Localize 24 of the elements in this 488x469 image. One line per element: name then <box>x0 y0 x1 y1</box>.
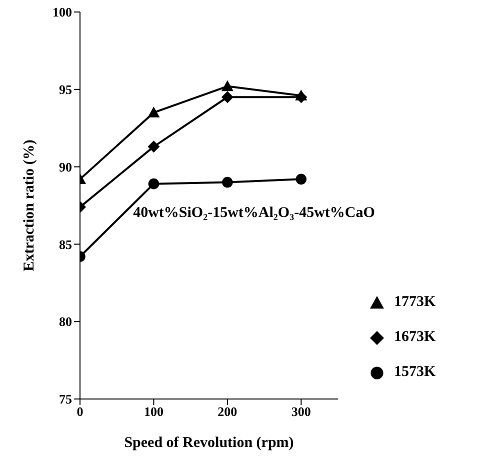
x-tick-label: 200 <box>218 404 238 420</box>
x-tick-label: 300 <box>291 404 311 420</box>
y-tick-label: 75 <box>59 392 72 407</box>
point <box>221 80 234 92</box>
point <box>148 178 160 190</box>
x-tick-label: 100 <box>144 404 164 420</box>
y-tick-label: 90 <box>59 159 72 174</box>
point <box>221 91 234 104</box>
legend-label: 1573K <box>394 364 436 381</box>
point <box>148 140 160 153</box>
point <box>296 174 307 185</box>
y-axis-title: Extraction ratio (%) <box>21 140 38 272</box>
legend-label: 1773K <box>394 294 436 311</box>
annotation: 40wt%SiO₂-15wt%Al₂O₃-45wt%CaO <box>133 205 375 222</box>
x-tick-label: 0 <box>76 404 84 420</box>
point <box>295 91 308 104</box>
y-tick-label: 95 <box>59 82 72 98</box>
point <box>222 176 233 188</box>
y-tick-label: 85 <box>59 236 72 252</box>
y-tick-label: 100 <box>52 4 72 20</box>
x-axis-title: Speed of Revolution (rpm) <box>124 435 294 451</box>
legend-label: 1673K <box>394 329 436 346</box>
point <box>148 106 160 118</box>
y-tick-label: 80 <box>59 314 72 330</box>
